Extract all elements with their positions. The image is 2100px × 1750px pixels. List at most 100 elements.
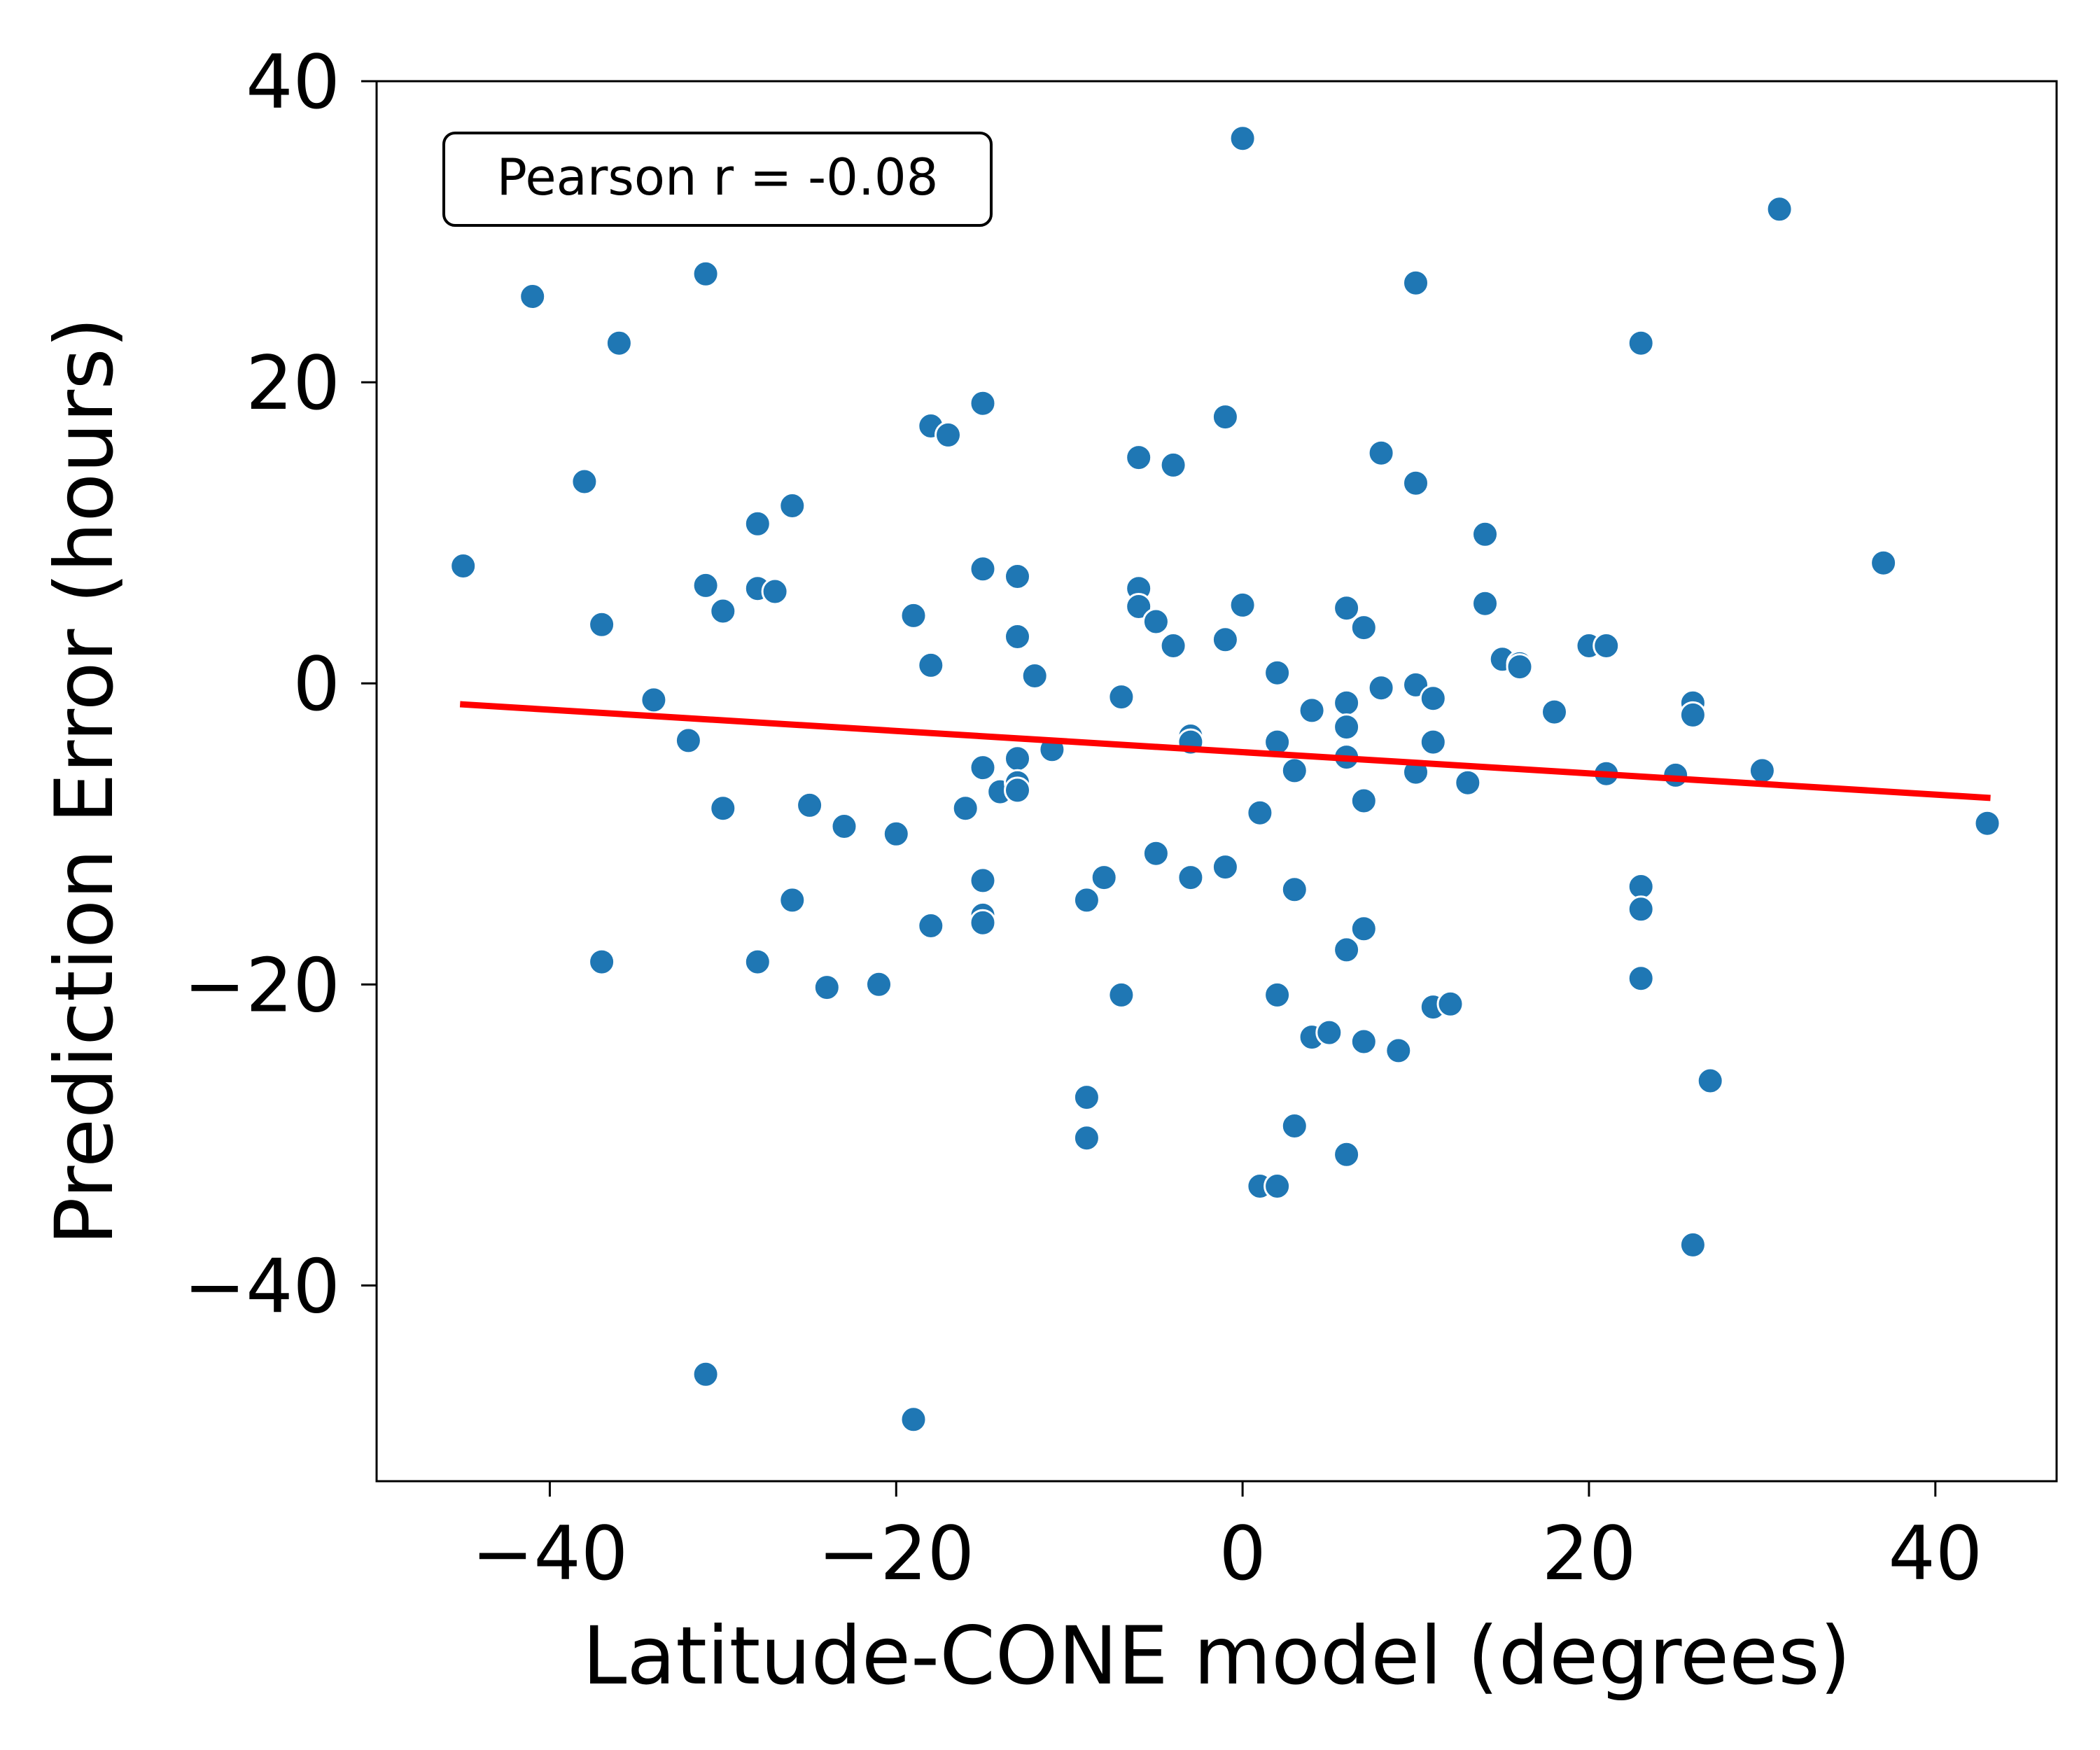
data-point-79 <box>1333 689 1361 717</box>
data-point-36 <box>969 909 997 937</box>
data-point-9 <box>692 571 720 599</box>
data-point-20 <box>813 974 841 1002</box>
data-point-46 <box>1072 1084 1100 1112</box>
data-point-86 <box>1350 915 1378 943</box>
data-point-48 <box>1090 864 1118 892</box>
data-point-117 <box>1696 1067 1724 1095</box>
data-point-39 <box>1004 623 1031 650</box>
data-point-87 <box>1350 1028 1378 1056</box>
annotation-text: Pearson r = -0.08 <box>497 148 939 206</box>
data-point-65 <box>1228 591 1256 619</box>
y-axis-title: Prediction Error (hours) <box>38 317 131 1245</box>
annotation-box <box>442 132 993 227</box>
data-point-82 <box>1333 936 1361 964</box>
data-point-22 <box>865 970 892 998</box>
data-point-57 <box>1159 632 1187 659</box>
data-point-101 <box>1471 589 1499 617</box>
data-point-5 <box>605 329 633 357</box>
data-point-30 <box>951 794 979 822</box>
data-point-63 <box>1211 853 1239 881</box>
data-point-16 <box>761 578 789 606</box>
data-point-75 <box>1298 696 1326 724</box>
data-point-100 <box>1471 520 1499 548</box>
data-point-71 <box>1264 1172 1292 1200</box>
data-point-54 <box>1142 608 1170 636</box>
data-point-13 <box>743 510 771 538</box>
data-point-40 <box>1004 745 1031 773</box>
data-point-15 <box>743 948 771 976</box>
data-point-91 <box>1402 269 1429 297</box>
data-point-53 <box>1125 593 1153 620</box>
data-point-7 <box>674 727 702 755</box>
data-point-90 <box>1385 1037 1413 1065</box>
y-tick-label-4: 40 <box>246 39 340 125</box>
data-point-38 <box>1004 563 1031 590</box>
data-point-60 <box>1177 864 1205 892</box>
y-tick-label-1: −20 <box>183 942 340 1028</box>
data-point-17 <box>778 492 806 519</box>
data-point-111 <box>1627 895 1655 923</box>
data-point-3 <box>588 610 616 638</box>
y-axis-ticks: −40 −20 0 20 40 <box>183 39 377 1329</box>
data-point-88 <box>1367 439 1395 467</box>
data-points <box>449 125 2001 1434</box>
data-point-80 <box>1333 713 1361 741</box>
data-point-92 <box>1402 469 1429 497</box>
data-point-34 <box>969 867 997 895</box>
x-axis-title: Latitude-CONE model (degrees) <box>582 1609 1851 1702</box>
plot-frame <box>375 80 2058 1483</box>
data-point-21 <box>830 813 858 840</box>
fit-line <box>459 701 1991 802</box>
data-point-50 <box>1107 981 1135 1009</box>
data-point-116 <box>1679 1231 1707 1259</box>
x-tick-label-4: 40 <box>1888 1511 1982 1597</box>
data-point-105 <box>1541 698 1568 726</box>
data-point-78 <box>1333 594 1361 622</box>
data-point-18 <box>778 886 806 914</box>
data-point-95 <box>1419 685 1447 713</box>
data-point-43 <box>1021 662 1049 690</box>
data-point-49 <box>1107 683 1135 711</box>
x-tick-label-1: −20 <box>818 1511 974 1597</box>
data-point-74 <box>1280 1112 1308 1140</box>
x-tick-label-3: 20 <box>1542 1511 1637 1597</box>
data-point-119 <box>1765 195 1793 223</box>
y-tick-label-0: −40 <box>183 1243 340 1329</box>
data-point-2 <box>570 468 598 496</box>
pearson-annotation: Pearson r = -0.08 <box>442 132 993 227</box>
data-point-25 <box>899 1406 927 1434</box>
data-point-121 <box>1973 809 2001 837</box>
data-point-32 <box>969 555 997 583</box>
regression-line <box>459 701 1991 802</box>
data-point-109 <box>1627 329 1655 357</box>
data-point-110 <box>1627 873 1655 900</box>
x-tick-label-0: −40 <box>472 1511 629 1597</box>
data-point-8 <box>692 260 720 288</box>
data-point-23 <box>882 820 910 848</box>
data-point-0 <box>449 552 477 580</box>
data-point-55 <box>1142 839 1170 867</box>
data-point-45 <box>1072 886 1100 914</box>
data-point-98 <box>1436 990 1464 1018</box>
data-point-99 <box>1454 769 1482 797</box>
data-point-83 <box>1333 1140 1361 1168</box>
data-point-51 <box>1125 444 1153 472</box>
data-point-19 <box>796 791 824 819</box>
data-point-4 <box>588 948 616 976</box>
data-point-42 <box>1004 776 1031 804</box>
data-point-6 <box>640 686 668 714</box>
data-point-72 <box>1280 757 1308 785</box>
data-point-64 <box>1228 125 1256 153</box>
data-point-47 <box>1072 1124 1100 1152</box>
data-point-85 <box>1350 787 1378 815</box>
data-point-115 <box>1679 701 1707 729</box>
data-point-96 <box>1419 728 1447 756</box>
data-point-56 <box>1159 451 1187 479</box>
data-point-11 <box>709 597 737 625</box>
data-point-12 <box>709 794 737 822</box>
y-tick-label-3: 20 <box>246 340 340 426</box>
y-tick-label-2: 0 <box>293 641 340 727</box>
data-point-29 <box>934 421 962 449</box>
